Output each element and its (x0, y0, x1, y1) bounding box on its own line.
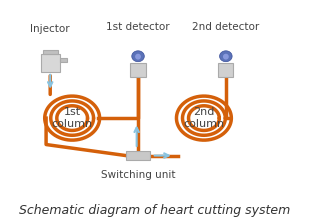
Polygon shape (135, 54, 141, 60)
FancyBboxPatch shape (43, 50, 58, 54)
FancyBboxPatch shape (40, 54, 60, 72)
Text: 2nd
column: 2nd column (183, 107, 224, 129)
FancyBboxPatch shape (218, 63, 233, 77)
Text: 1st
column: 1st column (52, 107, 93, 129)
FancyBboxPatch shape (60, 58, 67, 62)
FancyBboxPatch shape (126, 151, 150, 160)
Text: 2nd detector: 2nd detector (192, 22, 260, 32)
Text: Schematic diagram of heart cutting system: Schematic diagram of heart cutting syste… (19, 204, 290, 217)
Polygon shape (223, 54, 229, 60)
Polygon shape (220, 51, 232, 62)
Polygon shape (132, 51, 144, 62)
Text: 1st detector: 1st detector (106, 22, 170, 32)
FancyBboxPatch shape (130, 63, 146, 77)
Text: Switching unit: Switching unit (101, 170, 175, 180)
Text: Injector: Injector (30, 25, 70, 34)
